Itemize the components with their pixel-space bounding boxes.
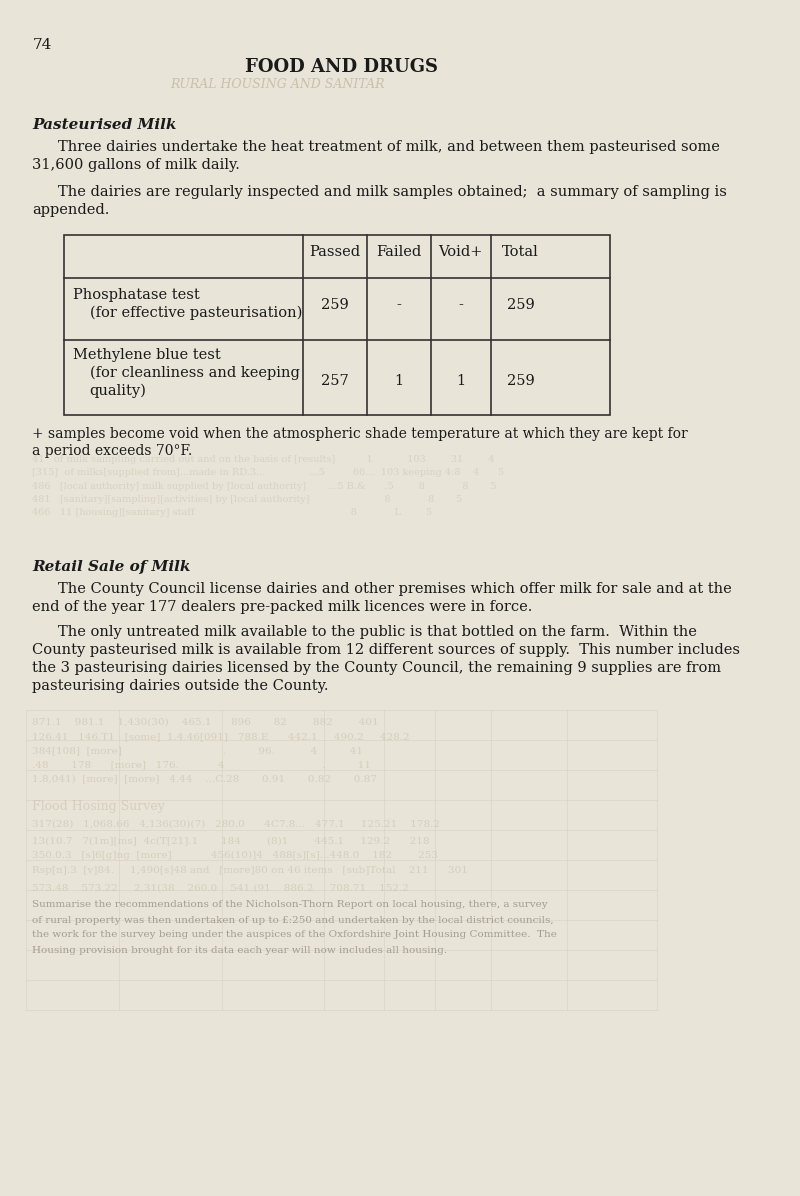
Text: [315]  of milks[supplied from]...made in RD.3...              ...5         66...: [315] of milks[supplied from]...made in … (33, 468, 505, 477)
Text: quality): quality) (90, 384, 146, 398)
Text: 466   11 [housing][sanitary] staff                                              : 466 11 [housing][sanitary] staff (33, 508, 433, 517)
Text: 486   [local authority] milk supplied by [local authority]       ...5 B.&      .: 486 [local authority] milk supplied by [… (33, 482, 497, 492)
Text: Passed: Passed (310, 245, 361, 260)
Text: 259: 259 (506, 374, 534, 388)
Text: Retail Sale of Milk: Retail Sale of Milk (33, 560, 191, 574)
Text: 871.1    981.1    1,430(30)    465.1      896       82        882        401: 871.1 981.1 1,430(30) 465.1 896 82 882 4… (33, 718, 379, 727)
Text: pasteurising dairies outside the County.: pasteurising dairies outside the County. (33, 679, 329, 692)
Text: 13(10.7   7(1m][ms]  4c(T[21].1       184        (8)1        445.1     129.2    : 13(10.7 7(1m][ms] 4c(T[21].1 184 (8)1 44… (33, 836, 430, 846)
Text: The dairies are regularly inspected and milk samples obtained;  a summary of sam: The dairies are regularly inspected and … (58, 185, 727, 199)
Text: 259: 259 (506, 298, 534, 312)
Text: (for cleanliness and keeping: (for cleanliness and keeping (90, 366, 299, 380)
Text: Total: Total (502, 245, 539, 260)
Text: Void+: Void+ (438, 245, 483, 260)
Text: Flood Hosing Survey: Flood Hosing Survey (33, 800, 166, 813)
Text: Pasteurised Milk: Pasteurised Milk (33, 118, 177, 132)
Text: Housing provision brought for its data each year will now includes all housing.: Housing provision brought for its data e… (33, 946, 447, 954)
Text: Phosphatase test: Phosphatase test (73, 288, 199, 303)
Text: 384[108]  [more]                               .          96.           4       : 384[108] [more] . 96. 4 (33, 746, 363, 755)
Text: 41   of milk sampling carried out and on the basis of [results]          1      : 41 of milk sampling carried out and on t… (33, 454, 495, 464)
Text: Three dairies undertake the heat treatment of milk, and between them pasteurised: Three dairies undertake the heat treatme… (58, 140, 720, 154)
Text: 74: 74 (33, 38, 52, 51)
Text: Rsp[n].3  [v]84.     1,490[s]48 and   [more]80 on 46 items   [sub]Total    211  : Rsp[n].3 [v]84. 1,490[s]48 and [more]80 … (33, 866, 468, 875)
Text: 1: 1 (394, 374, 403, 388)
Text: (for effective pasteurisation): (for effective pasteurisation) (90, 306, 302, 321)
Text: 1.8,041)  [more]  [more]   4.44    ...C.28       0.91       0.82       0.87: 1.8,041) [more] [more] 4.44 ...C.28 0.91… (33, 774, 378, 783)
Text: Failed: Failed (376, 245, 422, 260)
Text: .48       178      [more]   176.            4                              .    : .48 178 [more] 176. 4 . (33, 759, 371, 769)
Text: 1: 1 (456, 374, 466, 388)
Text: The County Council license dairies and other premises which offer milk for sale : The County Council license dairies and o… (58, 582, 732, 596)
Text: the work for the survey being under the auspices of the Oxfordshire Joint Housin: the work for the survey being under the … (33, 930, 558, 939)
Text: Summarise the recommendations of the Nicholson-Thorn Report on local housing, th: Summarise the recommendations of the Nic… (33, 901, 548, 909)
Text: 257: 257 (321, 374, 349, 388)
Text: 481   [sanitary][sampling][activities] by [local authority]                     : 481 [sanitary][sampling][activities] by … (33, 495, 462, 504)
Text: of rural property was then undertaken of up to £:250 and undertaken by the local: of rural property was then undertaken of… (33, 916, 554, 925)
Text: 317(28)   1,068.66   4,136(30)(7)   280.0      4C7.8...   477.1     125.21    17: 317(28) 1,068.66 4,136(30)(7) 280.0 4C7.… (33, 820, 441, 829)
Text: appended.: appended. (33, 203, 110, 216)
Text: + samples become void when the atmospheric shade temperature at which they are k: + samples become void when the atmospher… (33, 427, 688, 441)
Text: 126.41   146.T1   [some]  1.4.46[091]   788.E      442.1     490.2     428.2: 126.41 146.T1 [some] 1.4.46[091] 788.E 4… (33, 732, 410, 742)
Text: end of the year 177 dealers pre-packed milk licences were in force.: end of the year 177 dealers pre-packed m… (33, 600, 533, 614)
Text: the 3 pasteurising dairies licensed by the County Council, the remaining 9 suppl: the 3 pasteurising dairies licensed by t… (33, 661, 722, 675)
Text: 259: 259 (321, 298, 349, 312)
Text: The only untreated milk available to the public is that bottled on the farm.  Wi: The only untreated milk available to the… (58, 626, 697, 639)
Text: 31,600 gallons of milk daily.: 31,600 gallons of milk daily. (33, 158, 240, 172)
Text: a period exceeds 70°F.: a period exceeds 70°F. (33, 444, 193, 458)
Text: -: - (397, 298, 402, 312)
Text: 573.48    573.22     2,31(38    260.0    541.(91    886.2     708.71    152.2: 573.48 573.22 2,31(38 260.0 541.(91 886.… (33, 884, 410, 893)
Text: -: - (458, 298, 463, 312)
Text: FOOD AND DRUGS: FOOD AND DRUGS (245, 57, 438, 77)
Text: Methylene blue test: Methylene blue test (73, 348, 220, 362)
Text: County pasteurised milk is available from 12 different sources of supply.  This : County pasteurised milk is available fro… (33, 643, 741, 657)
Text: RURAL HOUSING AND SANITAR: RURAL HOUSING AND SANITAR (170, 78, 385, 91)
Text: 350.0.3   [s]6[g]ng  [more]            456(10)]4   488[s][s]...448.0    182     : 350.0.3 [s]6[g]ng [more] 456(10)]4 488[s… (33, 852, 438, 860)
